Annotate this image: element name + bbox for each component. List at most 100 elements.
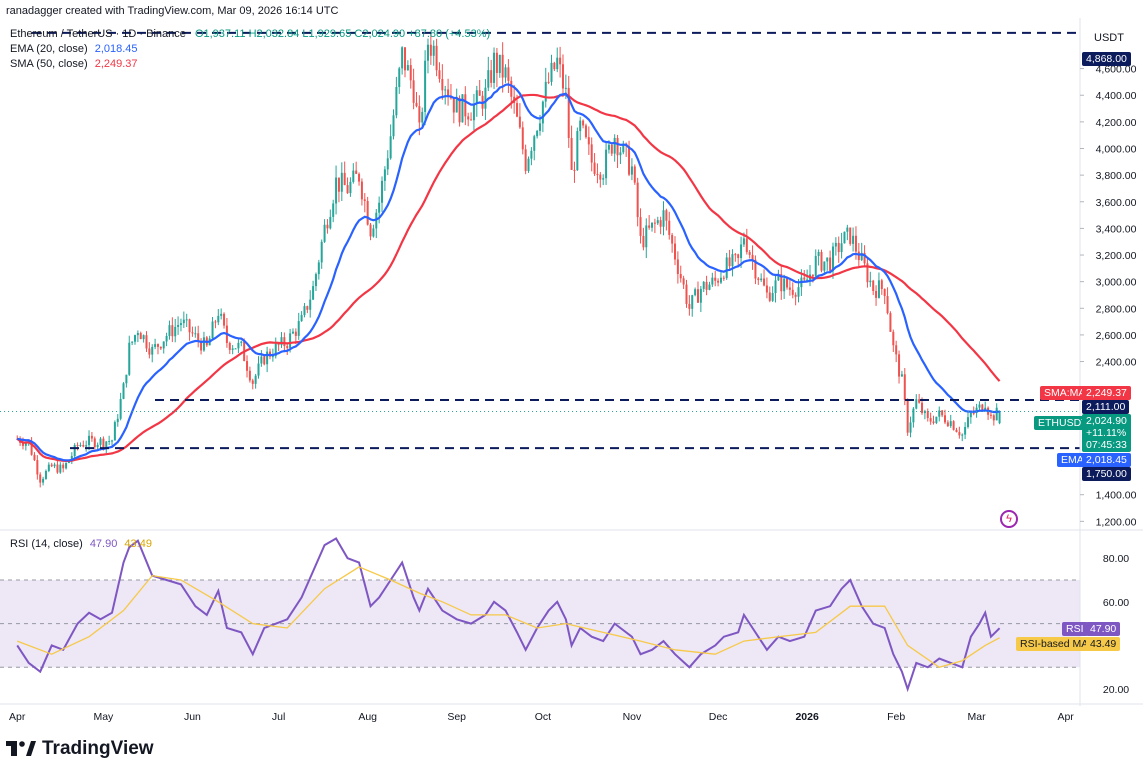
candle-body [918,399,921,403]
rsi-panel: 80.00 60.00 20.00 [0,537,1129,696]
candle-body [705,281,708,290]
candle-body [355,170,358,174]
candle-body [277,343,280,346]
candle-body [240,341,243,343]
candle-body [79,445,82,447]
level-low-label: 1,750.00 [1082,467,1131,481]
candle-body [622,143,625,153]
candle-body [266,351,269,365]
candle-body [82,445,85,447]
candle-body [113,422,116,441]
candle-body [487,70,490,88]
candle-body [742,238,745,245]
credit-text: ranadagger created with TradingView.com,… [6,5,339,17]
candle-body [372,228,375,237]
candle-body [237,342,240,349]
time-tick-label: Apr [1057,711,1074,723]
candle-body [763,278,766,286]
candle-body [559,57,562,65]
candle-body [633,166,636,183]
candle-body [47,464,50,471]
candle-body [656,220,659,224]
candle-body [524,149,527,171]
candle-body [915,399,918,409]
last-symbol-tag: ETHUSDT [1034,416,1092,430]
rsi-axis-value: 47.90 [1086,622,1121,636]
candle-body [493,52,496,83]
candle-body [711,277,714,285]
candle-body [619,152,622,156]
candle-body [544,81,547,102]
price-tick-label: 3,400.00 [1096,223,1137,235]
candle-body [760,278,763,281]
candle-body [421,111,424,123]
candle-body [248,370,251,381]
candle-body [688,303,691,309]
candle-body [576,131,579,171]
candle-body [751,254,754,260]
candle-body [329,216,332,229]
candle-body [415,102,418,107]
candle-body [33,454,36,461]
candle-body [943,415,947,423]
candle-body [50,464,53,467]
candle-body [538,123,542,131]
ema-legend-label: EMA (20, close) [10,43,88,55]
candle-body [938,410,941,417]
brand-name: TradingView [42,738,154,759]
candle-body [424,60,427,112]
candle-body [335,177,338,204]
candle-body [556,57,559,70]
candle-body [748,252,751,255]
candle-body [834,242,837,247]
candle-body [159,346,162,349]
candle-body [898,354,901,377]
candle-body [478,90,481,96]
candle-body [128,342,131,375]
candle-body [323,224,326,242]
time-tick-label: Mar [968,711,987,723]
candle-body [863,252,866,264]
candle-body [932,421,935,423]
symbol-title[interactable]: Ethereum / TetherUS · 1D · Binance [10,28,186,40]
price-tick-label: 2,600.00 [1096,330,1137,342]
sma-50-line [16,93,1001,463]
candle-body [59,464,62,473]
candle-body [593,162,596,174]
candle-body [860,252,863,261]
candle-body [923,411,926,414]
candle-body [398,68,401,88]
candle-body [696,289,699,303]
candle-body [73,444,76,457]
candle-body [326,224,329,229]
time-tick-label: 2026 [795,711,819,723]
candle-body [352,170,355,182]
candle-body [142,335,145,340]
candle-body [197,333,200,342]
candle-body [719,277,722,283]
candle-body [803,277,806,280]
rsi-legend-label: RSI (14, close) [10,538,83,550]
candle-body [946,422,949,427]
candle-body [765,285,768,293]
candle-body [527,158,530,171]
time-tick-label: Oct [535,711,551,723]
last-price-box: 2,024.90 +11.11% 07:45:33 [1082,414,1131,452]
ema-legend[interactable]: EMA (20, close) 2,018.45 [10,43,138,55]
last-price-value: 2,024.90 [1086,415,1127,427]
candle-body [599,174,602,180]
candle-body [343,172,346,186]
candle-body [498,54,501,73]
rsi-legend[interactable]: RSI (14, close) 47.90 43.49 [10,538,152,550]
candle-body [320,241,323,263]
candle-body [823,261,826,271]
sma-legend[interactable]: SMA (50, close) 2,249.37 [10,58,138,70]
candle-body [467,116,470,120]
candle-body [814,256,817,277]
tradingview-logo[interactable]: TradingView [6,738,154,760]
candle-body [691,295,694,309]
candle-body [510,80,513,97]
candle-body [171,325,174,337]
event-lightning-icon[interactable]: ϟ [1000,510,1018,528]
